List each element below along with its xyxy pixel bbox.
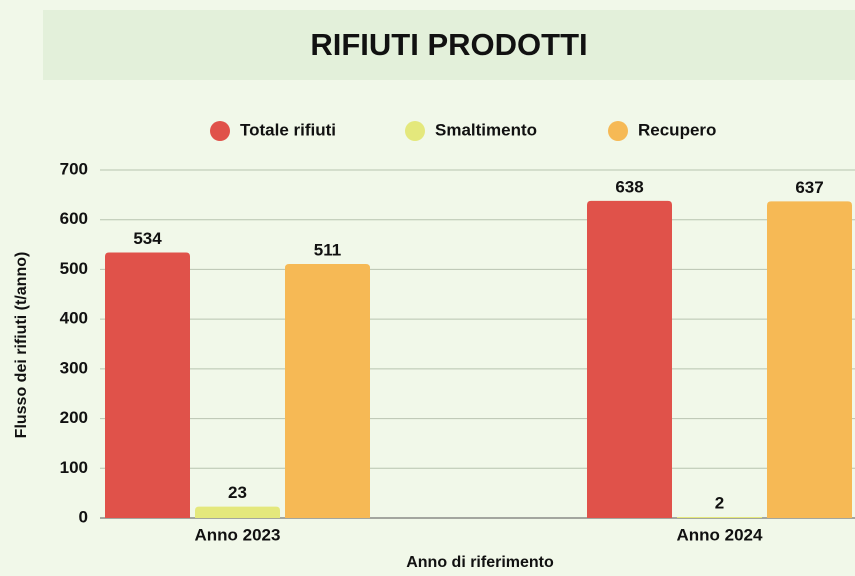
value-label: 2 [715, 493, 724, 512]
bar [195, 506, 280, 518]
bar [677, 517, 762, 518]
y-tick-label: 0 [79, 507, 88, 526]
x-tick-label: Anno 2024 [677, 525, 764, 544]
legend-label: Recupero [638, 120, 716, 139]
chart-title: RIFIUTI PRODOTTI [310, 27, 587, 62]
title-band [43, 10, 855, 80]
bar [285, 263, 370, 518]
legend-label: Smaltimento [435, 120, 537, 139]
y-tick-label: 700 [60, 159, 88, 178]
y-tick-label: 400 [60, 309, 88, 328]
bar [105, 252, 190, 519]
value-label: 638 [615, 177, 643, 196]
value-label: 23 [228, 483, 247, 502]
y-tick-label: 300 [60, 358, 88, 377]
y-tick-label: 500 [60, 259, 88, 278]
y-tick-label: 100 [60, 458, 88, 477]
y-axis-label: Flusso dei rifiuti (t/anno) [13, 252, 30, 439]
legend-swatch [405, 121, 425, 141]
y-tick-label: 600 [60, 209, 88, 228]
legend-label: Totale rifiuti [240, 120, 336, 139]
bar [587, 200, 672, 518]
legend-swatch [608, 121, 628, 141]
bar [767, 201, 852, 518]
x-axis-label: Anno di riferimento [406, 554, 554, 571]
legend-swatch [210, 121, 230, 141]
value-label: 511 [314, 240, 341, 259]
y-tick-label: 200 [60, 408, 88, 427]
value-label: 534 [133, 229, 162, 248]
x-tick-label: Anno 2023 [195, 525, 281, 544]
value-label: 637 [795, 178, 823, 197]
